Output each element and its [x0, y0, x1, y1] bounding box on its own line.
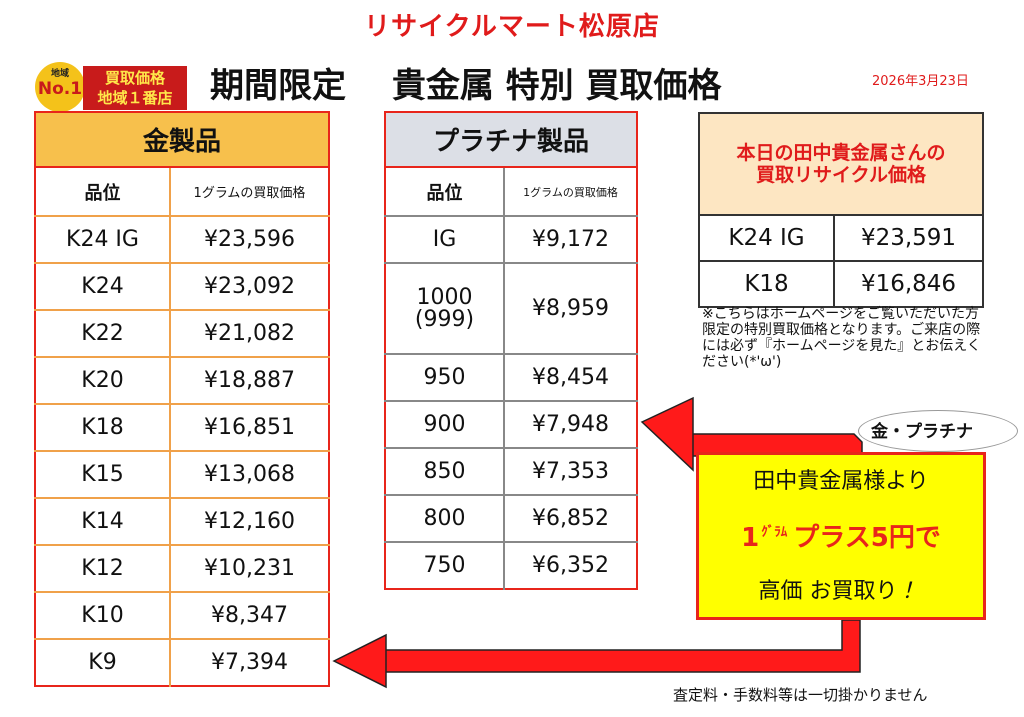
- table-row: K9 ¥7,394: [35, 639, 329, 686]
- table-row: 950 ¥8,454: [385, 354, 637, 402]
- price-cell: ¥8,347: [170, 592, 329, 640]
- table-row: K10 ¥8,347: [35, 592, 329, 640]
- table-row: 850 ¥7,353: [385, 448, 637, 496]
- promo-gram-number: 1: [741, 523, 760, 553]
- price-cell: ¥21,082: [170, 310, 329, 358]
- table-row: K18 ¥16,851: [35, 404, 329, 452]
- table-row: K14 ¥12,160: [35, 498, 329, 546]
- grade-sub: (999): [414, 306, 475, 332]
- promo-exclamation: ！: [901, 579, 924, 604]
- price-cell: ¥9,172: [504, 216, 637, 264]
- table-row: K24 IG ¥23,591: [699, 215, 983, 262]
- tanaka-title-line1: 本日の田中貴金属さんの: [736, 142, 946, 164]
- tanaka-title-line2: 買取リサイクル価格: [755, 164, 927, 186]
- gold-col-grade: 品位: [35, 167, 171, 217]
- grade-cell: IG: [385, 216, 505, 264]
- arrow-shaft: [383, 619, 861, 673]
- tanaka-table-title: 本日の田中貴金属さんの 買取リサイクル価格: [699, 113, 983, 216]
- grade-cell: 750: [385, 542, 505, 589]
- table-row: 800 ¥6,852: [385, 495, 637, 543]
- table-row: 900 ¥7,948: [385, 401, 637, 449]
- grade-cell: K12: [35, 545, 171, 593]
- table-row: 750 ¥6,352: [385, 542, 637, 589]
- grade-cell: K18: [699, 261, 835, 307]
- arrow-head: [640, 396, 694, 472]
- grade-cell: K24 IG: [35, 216, 171, 264]
- price-cell: ¥6,852: [504, 495, 637, 543]
- gold-col-price: 1グラムの買取価格: [170, 167, 329, 217]
- price-cell: ¥6,352: [532, 553, 609, 578]
- grade-cell: K9: [35, 639, 171, 686]
- grade-cell: K14: [35, 498, 171, 546]
- price-cell: ¥7,394: [211, 650, 288, 675]
- grade-cell: 850: [385, 448, 505, 496]
- promo-buy-text: 高価 お買取り: [758, 579, 898, 604]
- price-cell: ¥23,591: [834, 215, 983, 262]
- page-title: 期間限定 貴金属 特別 買取価格: [210, 66, 722, 106]
- price-cell: ¥23,092: [170, 263, 329, 311]
- badge-top-text: 地域: [50, 69, 69, 79]
- date-label: 2026年3月23日: [872, 74, 969, 89]
- price-cell: ¥8,454: [504, 354, 637, 402]
- gold-platinum-bubble: 金・プラチナ: [858, 410, 1018, 452]
- table-row: K24 ¥23,092: [35, 263, 329, 311]
- table-row: K18 ¥16,846: [699, 261, 983, 307]
- gold-price-table: 金製品 品位 1グラムの買取価格 K24 IG ¥23,596 K24 ¥23,09…: [34, 111, 330, 687]
- grade-cell: K10: [35, 592, 171, 640]
- platinum-table-title: プラチナ製品: [385, 112, 637, 168]
- promo-gram-unit: ｸﾞﾗﾑ: [761, 525, 788, 540]
- badge-line2: 地域１番店: [97, 89, 173, 107]
- promo-box: 田中貴金属様より 1 ｸﾞﾗﾑ プラス5円で 高価 お買取り！: [696, 452, 986, 620]
- arrow-head: [332, 633, 387, 689]
- badge-no1-text: No.1: [37, 79, 83, 99]
- table-row: 1000 (999) ¥8,959: [385, 263, 637, 355]
- badge-label: 買取価格 地域１番店: [83, 66, 187, 110]
- price-cell: ¥18,887: [170, 357, 329, 405]
- table-row: K24 IG ¥23,596: [35, 216, 329, 264]
- price-cell: ¥16,846: [860, 271, 957, 297]
- store-name: リサイクルマート松原店: [364, 12, 660, 42]
- promo-plus-text: プラス5円で: [793, 523, 941, 553]
- price-cell: ¥12,160: [170, 498, 329, 546]
- table-row: K12 ¥10,231: [35, 545, 329, 593]
- price-cell: ¥16,851: [170, 404, 329, 452]
- price-cell: ¥7,948: [504, 401, 637, 449]
- table-row: K22 ¥21,082: [35, 310, 329, 358]
- grade-cell: K22: [35, 310, 171, 358]
- grade-cell: K24: [35, 263, 171, 311]
- special-price-note: ※こちらはホームページをご覧いただいた方限定の特別買取価格となります。ご来店の際…: [702, 306, 981, 370]
- grade-cell: 1000 (999): [385, 263, 505, 355]
- price-cell: ¥10,231: [170, 545, 329, 593]
- promo-line3: 高価 お買取り！: [699, 573, 983, 605]
- footer-note: 査定料・手数料等は一切掛かりません: [673, 686, 928, 704]
- table-row: IG ¥9,172: [385, 216, 637, 264]
- arrow-to-gold: [332, 619, 861, 689]
- gold-table-title: 金製品: [35, 112, 329, 168]
- no1-medal-icon: 地域 No.1: [35, 62, 85, 112]
- badge-line1: 買取価格: [104, 69, 165, 87]
- promo-line2: 1 ｸﾞﾗﾑ プラス5円で: [699, 517, 983, 554]
- platinum-price-table: プラチナ製品 品位 1グラムの買取価格 IG ¥9,172 1000 (999) …: [384, 111, 638, 590]
- grade-cell: K20: [35, 357, 171, 405]
- grade-main: 1000: [416, 284, 473, 310]
- grade-cell: K18: [35, 404, 171, 452]
- no1-badge: 地域 No.1 買取価格 地域１番店: [35, 62, 187, 112]
- table-row: K15 ¥13,068: [35, 451, 329, 499]
- grade-cell: K24 IG: [699, 215, 835, 262]
- price-cell: ¥7,353: [504, 448, 637, 496]
- platinum-col-grade: 品位: [385, 167, 505, 217]
- grade-cell: 800: [385, 495, 505, 543]
- price-cell: ¥23,596: [170, 216, 329, 264]
- price-cell: ¥8,959: [504, 263, 637, 355]
- platinum-col-price: 1グラムの買取価格: [504, 167, 637, 217]
- promo-line1: 田中貴金属様より: [753, 469, 929, 494]
- grade-cell: 950: [385, 354, 505, 402]
- tanaka-price-table: 本日の田中貴金属さんの 買取リサイクル価格 K24 IG ¥23,591 K18 ¥…: [698, 112, 984, 308]
- price-cell: ¥13,068: [170, 451, 329, 499]
- grade-cell: 900: [385, 401, 505, 449]
- grade-cell: K15: [35, 451, 171, 499]
- table-row: K20 ¥18,887: [35, 357, 329, 405]
- arrow-to-platinum: [640, 396, 863, 472]
